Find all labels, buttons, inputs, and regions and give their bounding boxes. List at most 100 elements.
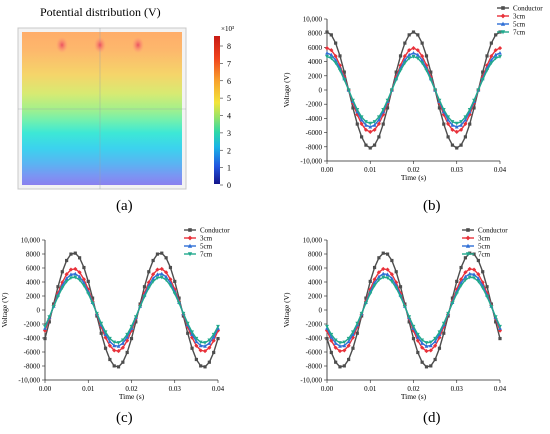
- point-conductor: [329, 33, 333, 37]
- point-5cm: [73, 271, 78, 276]
- x-axis-label: Time (s): [401, 173, 427, 182]
- point-7cm: [407, 315, 412, 319]
- point-7cm: [133, 315, 138, 319]
- y-tick-label: 2000: [308, 293, 323, 301]
- point-7cm: [359, 115, 364, 120]
- point-conductor: [334, 41, 338, 45]
- point-5cm: [459, 123, 463, 127]
- point-conductor: [164, 256, 168, 260]
- point-conductor: [325, 30, 329, 34]
- colorbar-tick-label: 1: [227, 164, 231, 173]
- point-7cm: [138, 304, 143, 309]
- y-tick-label: -8000: [306, 143, 323, 151]
- point-7cm: [90, 301, 95, 306]
- point-7cm: [164, 278, 169, 283]
- point-3cm: [497, 46, 503, 51]
- y-tick-label: 10,000: [303, 16, 323, 24]
- point-5cm: [424, 344, 429, 348]
- point-3cm: [454, 129, 459, 134]
- point-7cm: [198, 340, 203, 345]
- point-conductor: [103, 346, 108, 350]
- legend-label: Conductor: [513, 5, 543, 13]
- point-conductor: [468, 122, 472, 126]
- point-conductor: [360, 135, 364, 139]
- point-3cm: [467, 266, 472, 272]
- x-tick-label: 0.04: [494, 385, 507, 393]
- point-7cm: [368, 291, 373, 296]
- legend-marker: [465, 235, 471, 241]
- point-7cm: [64, 279, 69, 284]
- point-5cm: [211, 334, 216, 339]
- point-conductor: [199, 364, 203, 368]
- x-tick-label: 0.04: [212, 385, 225, 393]
- colorbar-tick-label: 5: [227, 94, 231, 103]
- point-5cm: [325, 51, 329, 55]
- point-conductor: [472, 252, 476, 256]
- point-3cm: [120, 345, 125, 350]
- point-5cm: [433, 339, 438, 344]
- y-tick-label: -4000: [306, 115, 323, 123]
- point-3cm: [77, 270, 82, 275]
- point-7cm: [446, 311, 451, 316]
- point-conductor: [86, 279, 90, 284]
- x-tick-label: 0.02: [125, 385, 138, 393]
- point-7cm: [56, 295, 60, 299]
- point-conductor: [60, 270, 64, 274]
- y-tick-label: 8000: [308, 30, 323, 38]
- point-5cm: [333, 58, 338, 62]
- point-conductor: [411, 336, 416, 341]
- y-tick-label: 4000: [308, 279, 323, 287]
- point-7cm: [450, 301, 455, 306]
- point-conductor: [476, 258, 480, 263]
- point-conductor: [446, 135, 450, 139]
- point-5cm: [411, 51, 416, 55]
- point-7cm: [372, 283, 377, 288]
- point-7cm: [467, 108, 472, 112]
- point-conductor: [459, 265, 463, 270]
- x-tick-label: 0.02: [407, 166, 420, 174]
- point-3cm: [402, 54, 407, 59]
- point-5cm: [498, 51, 502, 55]
- point-5cm: [489, 58, 494, 62]
- point-7cm: [394, 286, 399, 291]
- colorbar-tick-label: 4: [227, 112, 231, 121]
- point-7cm: [342, 78, 347, 82]
- potential-contour-plot: ×10³ 8 7 6 5 4 3 2 1 0: [17, 25, 234, 190]
- y-tick-label: 10,000: [21, 237, 41, 245]
- conductor-hotspot-3: [132, 37, 144, 53]
- x-tick-label: 0.00: [321, 385, 334, 393]
- point-7cm: [489, 61, 494, 66]
- point-7cm: [346, 336, 351, 341]
- point-conductor: [351, 346, 355, 350]
- point-5cm: [493, 52, 498, 57]
- point-conductor: [212, 350, 216, 355]
- legend-label: 7cm: [513, 29, 526, 37]
- point-7cm: [493, 315, 498, 319]
- point-5cm: [112, 343, 117, 348]
- point-conductor: [194, 357, 198, 362]
- legend-marker: [187, 243, 193, 248]
- y-tick-label: 2000: [26, 293, 41, 301]
- legend-marker: [466, 228, 470, 232]
- point-5cm: [428, 343, 433, 348]
- point-7cm: [480, 78, 485, 82]
- point-3cm: [463, 270, 468, 275]
- legend-label: 7cm: [478, 251, 491, 259]
- point-3cm: [333, 345, 338, 350]
- series-line-3cm: [326, 47, 501, 133]
- x-tick-label: 0.03: [169, 385, 182, 393]
- y-tick-label: 4000: [308, 58, 323, 66]
- point-3cm: [68, 267, 74, 272]
- point-conductor: [99, 331, 103, 335]
- point-3cm: [159, 266, 164, 272]
- point-7cm: [107, 336, 112, 341]
- point-conductor: [338, 365, 342, 369]
- point-7cm: [450, 120, 455, 124]
- point-7cm: [47, 315, 52, 319]
- colorbar-ticks: 8 7 6 5 4 3 2 1 0: [220, 42, 231, 190]
- point-7cm: [424, 341, 429, 345]
- point-5cm: [450, 123, 455, 127]
- panel-label-a: (a): [116, 198, 133, 214]
- y-tick-label: 6000: [308, 265, 323, 273]
- point-7cm: [151, 279, 156, 284]
